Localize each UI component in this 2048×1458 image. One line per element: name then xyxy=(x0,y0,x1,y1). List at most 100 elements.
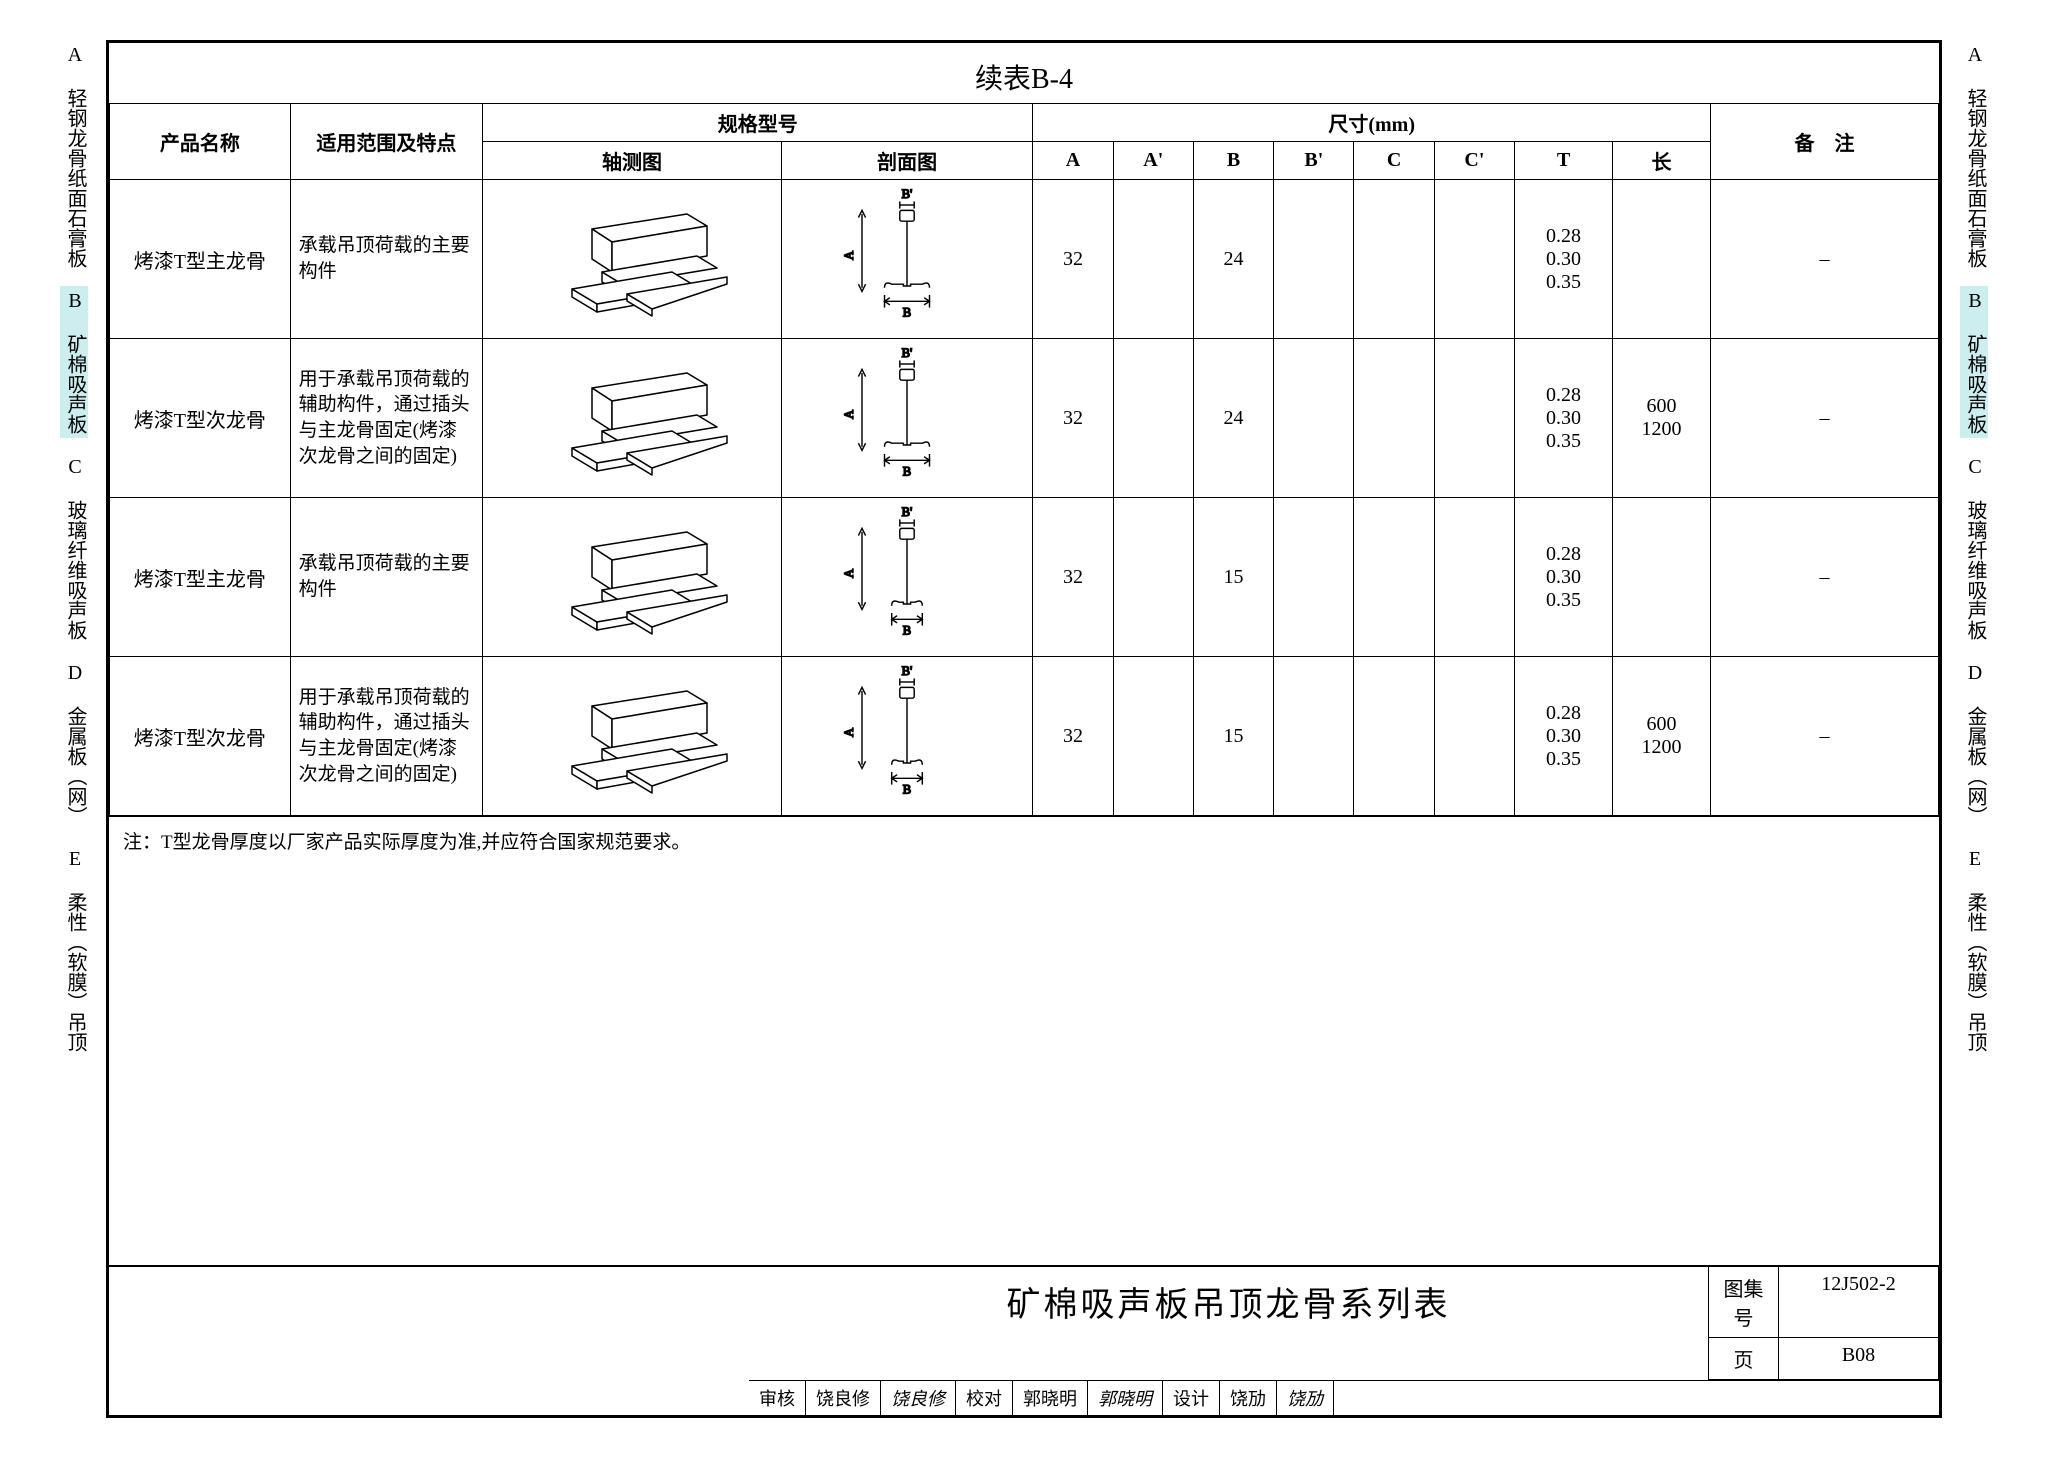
cell-C xyxy=(1354,339,1434,498)
cell-Cp xyxy=(1434,498,1514,657)
cell-Bp xyxy=(1274,180,1354,339)
table-row: 烤漆T型主龙骨 承载吊顶荷载的主要构件 A xyxy=(110,180,1939,339)
sig-design: 饶劢 xyxy=(1277,1381,1334,1415)
cell-L: 600 1200 xyxy=(1613,657,1711,816)
title-block: 矿棉吸声板吊顶龙骨系列表 图集号 12J502-2 页 B08 xyxy=(109,1265,1939,1380)
cell-B: 24 xyxy=(1193,339,1273,498)
label-audit: 审核 xyxy=(749,1381,806,1415)
name-check: 郭晓明 xyxy=(1013,1381,1088,1415)
cell-B: 15 xyxy=(1193,498,1273,657)
cell-Ap xyxy=(1113,180,1193,339)
svg-text:B': B' xyxy=(902,664,913,678)
section-tab[interactable]: D 金属板（网） xyxy=(1960,658,1988,830)
cell-L xyxy=(1613,498,1711,657)
col-Cp: C' xyxy=(1434,142,1514,180)
col-spec: 规格型号 xyxy=(483,104,1033,142)
cell-desc: 用于承载吊顶荷载的辅助构件，通过插头与主龙骨固定(烤漆次龙骨之间的固定) xyxy=(290,339,482,498)
name-audit: 饶良修 xyxy=(806,1381,881,1415)
cell-Cp xyxy=(1434,657,1514,816)
footnote: 注：T型龙骨厚度以厂家产品实际厚度为准,并应符合国家规范要求。 xyxy=(109,816,1939,864)
set-value: 12J502-2 xyxy=(1779,1267,1939,1338)
table-title: 续表B-4 xyxy=(109,43,1939,103)
cell-B: 24 xyxy=(1193,180,1273,339)
cell-remark: – xyxy=(1711,657,1939,816)
cell-name: 烤漆T型次龙骨 xyxy=(110,339,291,498)
svg-text:B': B' xyxy=(902,505,913,519)
svg-text:A: A xyxy=(842,251,856,260)
svg-text:A: A xyxy=(842,410,856,419)
cell-T: 0.28 0.30 0.35 xyxy=(1515,339,1613,498)
spec-table: 产品名称 适用范围及特点 规格型号 尺寸(mm) 备 注 轴测图 剖面图 A A… xyxy=(109,103,1939,816)
side-tabs-left: A 轻钢龙骨纸面石膏板 B 矿棉吸声板 C 玻璃纤维吸声板 D 金属板（网） E 柔性（… xyxy=(60,40,88,1418)
page-value: B08 xyxy=(1779,1338,1939,1380)
col-dims: 尺寸(mm) xyxy=(1033,104,1711,142)
svg-text:B: B xyxy=(903,465,911,479)
cell-Bp xyxy=(1274,498,1354,657)
label-design: 设计 xyxy=(1163,1381,1220,1415)
sheet-title: 矿棉吸声板吊顶龙骨系列表 xyxy=(749,1267,1709,1380)
cell-C xyxy=(1354,498,1434,657)
col-Ap: A' xyxy=(1113,142,1193,180)
cell-Cp xyxy=(1434,339,1514,498)
col-iso: 轴测图 xyxy=(483,142,782,180)
col-section: 剖面图 xyxy=(781,142,1033,180)
section-tab[interactable]: E 柔性（软膜）吊顶 xyxy=(1960,844,1988,1056)
cell-desc: 承载吊顶荷载的主要构件 xyxy=(290,180,482,339)
cell-C xyxy=(1354,180,1434,339)
section-tab[interactable]: B 矿棉吸声板 xyxy=(60,286,88,438)
section-tab[interactable]: A 轻钢龙骨纸面石膏板 xyxy=(1960,40,1988,272)
col-product-name: 产品名称 xyxy=(110,104,291,180)
col-remark: 备 注 xyxy=(1711,104,1939,180)
svg-text:A: A xyxy=(842,728,856,737)
cell-remark: – xyxy=(1711,498,1939,657)
cell-remark: – xyxy=(1711,180,1939,339)
cell-desc: 用于承载吊顶荷载的辅助构件，通过插头与主龙骨固定(烤漆次龙骨之间的固定) xyxy=(290,657,482,816)
sig-audit: 饶良修 xyxy=(881,1381,956,1415)
cell-T: 0.28 0.30 0.35 xyxy=(1515,498,1613,657)
cell-T: 0.28 0.30 0.35 xyxy=(1515,657,1613,816)
cell-Ap xyxy=(1113,657,1193,816)
table-row: 烤漆T型次龙骨 用于承载吊顶荷载的辅助构件，通过插头与主龙骨固定(烤漆次龙骨之间… xyxy=(110,657,1939,816)
cell-Ap xyxy=(1113,498,1193,657)
section-tab[interactable]: D 金属板（网） xyxy=(60,658,88,830)
cell-Bp xyxy=(1274,657,1354,816)
svg-text:B: B xyxy=(903,783,911,797)
cell-A: 32 xyxy=(1033,180,1113,339)
cell-T: 0.28 0.30 0.35 xyxy=(1515,180,1613,339)
cell-remark: – xyxy=(1711,339,1939,498)
label-check: 校对 xyxy=(956,1381,1013,1415)
svg-text:B': B' xyxy=(902,187,913,201)
table-row: 烤漆T型次龙骨 用于承载吊顶荷载的辅助构件，通过插头与主龙骨固定(烤漆次龙骨之间… xyxy=(110,339,1939,498)
signature-row: 审核 饶良修 饶良修 校对 郭晓明 郭晓明 设计 饶劢 饶劢 xyxy=(749,1380,1939,1415)
section-tab[interactable]: C 玻璃纤维吸声板 xyxy=(60,452,88,644)
col-B: B xyxy=(1193,142,1273,180)
cell-name: 烤漆T型主龙骨 xyxy=(110,498,291,657)
cell-desc: 承载吊顶荷载的主要构件 xyxy=(290,498,482,657)
page-label: 页 xyxy=(1709,1338,1779,1380)
cell-L xyxy=(1613,180,1711,339)
cell-section-view: A B' B xyxy=(781,498,1033,657)
cell-name: 烤漆T型次龙骨 xyxy=(110,657,291,816)
cell-iso-view xyxy=(483,498,782,657)
cell-iso-view xyxy=(483,180,782,339)
cell-B: 15 xyxy=(1193,657,1273,816)
svg-text:A: A xyxy=(842,569,856,578)
cell-C xyxy=(1354,657,1434,816)
cell-A: 32 xyxy=(1033,339,1113,498)
section-tab[interactable]: C 玻璃纤维吸声板 xyxy=(1960,452,1988,644)
section-tab[interactable]: E 柔性（软膜）吊顶 xyxy=(60,844,88,1056)
cell-Ap xyxy=(1113,339,1193,498)
cell-iso-view xyxy=(483,339,782,498)
cell-L: 600 1200 xyxy=(1613,339,1711,498)
page: A 轻钢龙骨纸面石膏板 B 矿棉吸声板 C 玻璃纤维吸声板 D 金属板（网） E 柔性（… xyxy=(0,0,2048,1458)
sig-check: 郭晓明 xyxy=(1088,1381,1163,1415)
cell-section-view: A B' B xyxy=(781,339,1033,498)
cell-name: 烤漆T型主龙骨 xyxy=(110,180,291,339)
section-tab[interactable]: A 轻钢龙骨纸面石膏板 xyxy=(60,40,88,272)
svg-text:B: B xyxy=(903,624,911,638)
section-tab[interactable]: B 矿棉吸声板 xyxy=(1960,286,1988,438)
cell-A: 32 xyxy=(1033,657,1113,816)
col-T: T xyxy=(1515,142,1613,180)
col-A: A xyxy=(1033,142,1113,180)
side-tabs-right: A 轻钢龙骨纸面石膏板 B 矿棉吸声板 C 玻璃纤维吸声板 D 金属板（网） E 柔性（… xyxy=(1960,40,1988,1418)
